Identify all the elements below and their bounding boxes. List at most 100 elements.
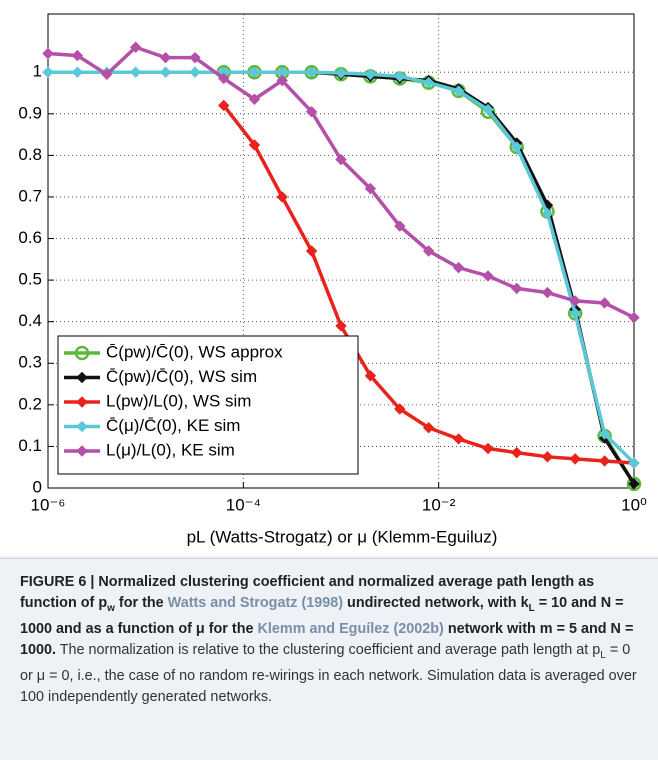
point (335, 153, 347, 166)
point (598, 455, 611, 467)
point (482, 103, 494, 116)
legend-label: C̄(μ)/C̄(0), KE sim (106, 416, 240, 435)
point (248, 139, 261, 151)
y-tick-label: 0.6 (18, 228, 42, 247)
point (628, 457, 640, 469)
point (248, 66, 261, 78)
legend-marker (76, 420, 88, 433)
point (189, 51, 201, 64)
y-tick-label: 0.7 (18, 186, 42, 205)
point (364, 68, 377, 80)
point (511, 141, 523, 153)
caption: FIGURE 6 | Normalized clustering coeffic… (20, 572, 642, 708)
y-tick-label: 0.9 (18, 103, 42, 122)
legend-label: L(μ)/L(0), KE sim (106, 440, 235, 459)
point (569, 295, 581, 307)
legend-marker (76, 371, 88, 384)
point (101, 68, 113, 80)
point (422, 422, 435, 434)
point (394, 403, 406, 415)
point (276, 66, 288, 78)
caption-text: = 10 and N = 1000 and as a function of μ… (20, 595, 624, 637)
caption-text: for the (114, 595, 168, 611)
legend-marker (76, 445, 88, 457)
x-tick-label: 10⁻⁶ (31, 495, 66, 514)
caption-text: network with m = 5 and N = 1000. (20, 620, 634, 658)
point (335, 320, 347, 332)
legend-box (57, 335, 359, 475)
x-tick-label: 10⁻² (422, 495, 456, 514)
y-tick-label: 0.1 (18, 436, 42, 455)
point (305, 106, 318, 118)
legend-label: C̄(pw)/C̄(0), WS approx (106, 342, 283, 361)
point (628, 311, 640, 324)
point (569, 307, 581, 320)
chart: pL (Watts-Strogatz) or μ (Klemm-Eguiluz)… (0, 0, 658, 556)
point (511, 446, 523, 459)
caption-text: Watts and Strogatz (1998) (167, 595, 344, 611)
caption-text: L (600, 649, 606, 661)
y-tick-label: 0.2 (18, 394, 42, 413)
point (71, 66, 84, 78)
point (42, 47, 54, 60)
caption-text: L (528, 602, 535, 614)
caption-text: w (107, 602, 115, 614)
point (218, 72, 230, 85)
point (305, 66, 318, 78)
separator (0, 558, 658, 559)
y-tick-label: 0.4 (18, 311, 42, 330)
point (598, 428, 611, 440)
caption-text: undirected network, with (343, 595, 521, 611)
plot-frame (47, 13, 635, 489)
point (452, 85, 465, 97)
point (482, 442, 494, 455)
caption-text: The normalization is relative to the clu… (56, 641, 601, 658)
point (364, 182, 377, 195)
y-tick-label: 0 (33, 477, 42, 496)
point (42, 66, 54, 78)
caption-text: Klemm and Eguílez (2002b) (257, 620, 444, 637)
point (335, 67, 347, 79)
point (482, 270, 494, 282)
point (626, 476, 642, 492)
y-tick-label: 0.3 (18, 353, 42, 372)
point (541, 207, 554, 220)
point (248, 93, 261, 105)
point (159, 66, 172, 78)
caption-text: FIGURE 6 | Normalized clustering coeffic… (20, 574, 595, 611)
point (218, 99, 230, 112)
point (305, 245, 318, 257)
point (422, 76, 435, 89)
point (364, 370, 377, 382)
caption-text: k (520, 595, 529, 611)
point (541, 451, 554, 463)
point (71, 49, 84, 62)
point (628, 478, 640, 490)
legend-marker (76, 396, 88, 408)
point (422, 245, 435, 257)
point (569, 453, 581, 465)
point (129, 41, 142, 53)
x-tick-label: 10⁻⁴ (226, 495, 261, 514)
point (598, 297, 611, 309)
y-tick-label: 0.5 (18, 270, 42, 289)
point (159, 51, 172, 64)
point (452, 433, 465, 445)
legend-label: L(pw)/L(0), WS sim (106, 391, 251, 410)
point (511, 282, 523, 295)
point (276, 191, 288, 203)
caption-text: = 0 or μ = 0, i.e., the case of no rando… (20, 641, 637, 705)
y-tick-label: 0.8 (18, 145, 42, 164)
point (276, 74, 288, 87)
legend-label: C̄(pw)/C̄(0), WS sim (106, 367, 257, 386)
x-axis-label: pL (Watts-Strogatz) or μ (Klemm-Eguiluz) (187, 527, 498, 546)
caption-text: p (98, 595, 108, 611)
legend-marker (74, 345, 90, 361)
y-tick-label: 1 (33, 62, 42, 81)
point (541, 286, 554, 299)
point (394, 70, 406, 83)
point (129, 66, 142, 78)
point (452, 261, 465, 274)
x-tick-label: 10⁰ (621, 495, 647, 514)
